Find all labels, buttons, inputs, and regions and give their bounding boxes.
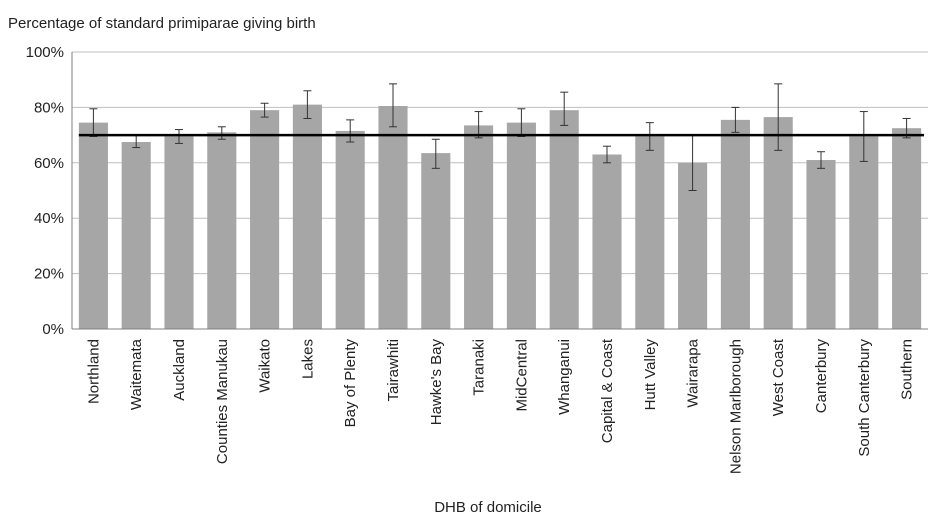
error-bar <box>303 90 312 119</box>
error-bar <box>89 108 98 137</box>
axes <box>71 52 928 330</box>
bar <box>207 132 237 329</box>
gridlines <box>72 51 928 275</box>
category-label: Hutt Valley <box>642 339 659 411</box>
category-label: Whanganui <box>556 339 573 415</box>
error-bar <box>603 145 611 164</box>
error-bar <box>560 91 569 126</box>
category-label: Hawke's Bay <box>428 339 445 426</box>
error-bar <box>346 119 355 143</box>
bar <box>763 117 793 329</box>
bar <box>378 106 408 329</box>
category-label: West Coast <box>770 338 787 416</box>
category-label: Bay of Plenty <box>342 339 359 428</box>
bar <box>635 136 665 329</box>
bar <box>421 153 451 329</box>
error-bar <box>217 126 226 140</box>
category-label: Nelson Marlborough <box>727 339 744 474</box>
bar <box>592 154 622 329</box>
category-label: MidCentral <box>513 339 530 412</box>
bars <box>78 104 922 330</box>
bar <box>849 136 879 329</box>
bar <box>892 128 922 329</box>
bar <box>464 125 494 329</box>
y-tick-label: 40% <box>34 210 64 227</box>
error-bar <box>774 83 783 151</box>
error-bar <box>474 111 483 139</box>
bar <box>121 142 151 329</box>
bar <box>720 119 750 330</box>
category-label: Waikato <box>257 339 274 393</box>
bar <box>78 122 108 329</box>
y-tick-label: 60% <box>34 155 64 172</box>
category-label: Counties Manukau <box>214 339 231 464</box>
error-bar <box>731 106 740 133</box>
x-axis-title: DHB of domicile <box>434 499 542 516</box>
y-axis-title: Percentage of standard primiparae giving… <box>8 15 316 32</box>
category-label: Tairawhiti <box>385 339 402 402</box>
bar <box>806 160 836 329</box>
error-bar <box>859 111 868 162</box>
y-tick-label: 80% <box>34 99 64 116</box>
category-label: Northland <box>85 339 102 404</box>
error-bar <box>517 108 526 137</box>
category-label: Southern <box>899 339 916 400</box>
y-tick-label: 20% <box>34 266 64 283</box>
category-label: Taranaki <box>471 339 488 396</box>
category-labels: Northland Waitemata Auckland Counties Manuk… <box>85 338 915 474</box>
error-bar <box>645 122 654 151</box>
category-label: Wairarapa <box>685 338 702 407</box>
bar <box>164 136 194 329</box>
bar <box>250 110 280 329</box>
bar <box>549 110 579 329</box>
bar <box>335 130 365 329</box>
category-label: Capital & Coast <box>599 338 616 443</box>
error-bars <box>89 83 911 191</box>
error-bar <box>260 102 269 118</box>
y-tick-labels: 0% 20% 40% 60% 80% 100% <box>26 44 64 338</box>
category-label: Canterbury <box>813 339 830 414</box>
error-bar <box>817 151 825 169</box>
error-bar <box>389 83 397 128</box>
y-tick-label: 100% <box>26 44 64 61</box>
category-label: South Canterbury <box>856 339 873 457</box>
category-label: Auckland <box>171 339 188 401</box>
category-label: Lakes <box>299 339 316 379</box>
error-bar <box>431 138 440 169</box>
y-tick-label: 0% <box>42 321 64 338</box>
error-bar <box>175 129 183 144</box>
bar <box>292 104 322 329</box>
category-label: Waitemata <box>128 338 145 410</box>
bar <box>506 122 536 329</box>
